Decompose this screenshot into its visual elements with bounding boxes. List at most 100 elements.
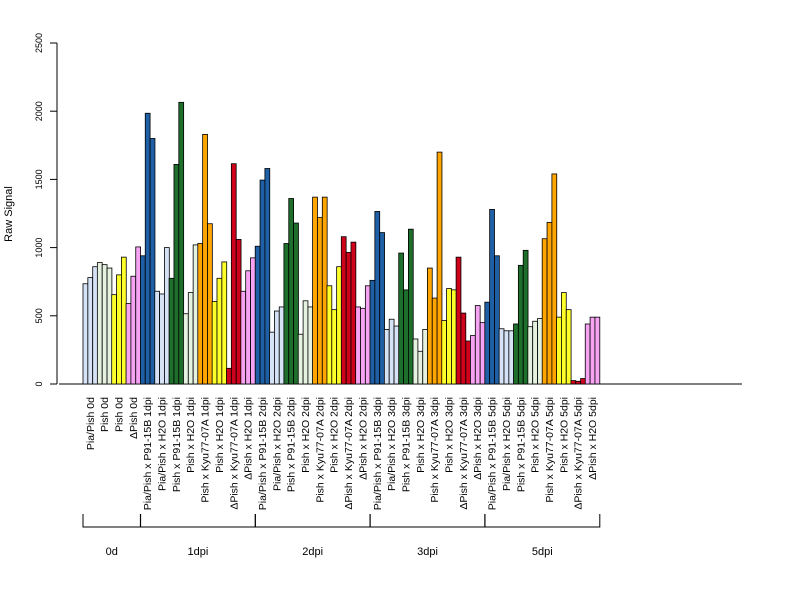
bar (594, 316, 601, 385)
bar (302, 300, 309, 385)
bar (383, 329, 390, 385)
bar (178, 101, 185, 385)
bar (403, 289, 409, 385)
bar (297, 333, 304, 385)
bar (484, 301, 491, 385)
bar (288, 198, 294, 385)
bar (446, 288, 452, 385)
bar (273, 310, 280, 385)
bar (431, 297, 438, 385)
category-label: Pish x Kyu77-07A 1dpi (200, 397, 212, 503)
bar (426, 267, 433, 385)
bar (489, 209, 495, 385)
bar (494, 255, 500, 385)
bar (398, 252, 404, 385)
bar (422, 329, 428, 385)
category-label: Pish x P91-15B 2dpi (286, 397, 298, 492)
category-label: Pish x H2O 3dpi (415, 397, 427, 473)
category-label: Pia/Pish x P91-15B 3dpi (372, 397, 384, 510)
bar (513, 323, 519, 385)
bar (216, 277, 223, 385)
category-label: Pish x H2O 5dpi (530, 397, 542, 473)
bar (455, 256, 462, 385)
y-axis: 0 500 1000 1500 2000 2500 (34, 33, 58, 387)
bar (441, 320, 447, 385)
bar (264, 168, 271, 385)
bar (168, 277, 175, 385)
bar (207, 223, 213, 385)
category-label: Pia/Pish x P91-15B 5dpi (487, 397, 499, 510)
bar (556, 316, 562, 385)
bar (226, 367, 232, 385)
y-tick-label: 500 (34, 308, 44, 323)
bar (87, 277, 94, 385)
bar (532, 320, 538, 385)
bar (474, 305, 481, 385)
y-tick-label: 2000 (34, 101, 44, 121)
bar (508, 330, 515, 385)
bar (517, 264, 524, 385)
category-label: ΔPish x Kyu77-07A 3dpi (458, 397, 470, 510)
bar (331, 309, 338, 385)
bar (111, 294, 117, 385)
bar (350, 241, 357, 385)
bar (192, 244, 199, 385)
bar (436, 151, 443, 385)
category-label: ΔPish x Kyu77-07A 1dpi (228, 397, 240, 510)
bar (498, 328, 505, 385)
bar (570, 380, 577, 385)
bar (82, 283, 89, 385)
category-label: Pia/Pish 0d (85, 397, 97, 450)
category-label: Pish x P91-15B 5dpi (515, 397, 527, 492)
category-label: Pia/Pish x H2O 1dpi (157, 397, 169, 491)
bar (379, 232, 385, 385)
group-bracket (139, 514, 256, 528)
bar (470, 335, 476, 385)
y-tick-label: 1000 (34, 238, 44, 258)
bar (130, 275, 137, 385)
bar (259, 179, 266, 385)
bar (561, 292, 567, 385)
category-label: Pish x H2O 5dpi (558, 397, 570, 473)
bar (417, 350, 424, 385)
group-label: 2dpi (302, 546, 323, 558)
group-label: 1dpi (188, 546, 209, 558)
bar (345, 251, 352, 385)
category-label: ΔPish x H2O 1dpi (243, 397, 255, 480)
group-bracket (82, 514, 142, 528)
bar (465, 340, 472, 385)
bar (541, 238, 548, 385)
bar (235, 239, 242, 385)
bar (369, 279, 376, 385)
category-label: ΔPish 0d (128, 397, 140, 439)
bar (584, 323, 591, 385)
category-label: Pia/Pish x H2O 2dpi (271, 397, 283, 491)
bar (412, 338, 419, 385)
group-bracket (254, 514, 371, 528)
bar (149, 138, 156, 385)
bar (360, 307, 366, 385)
category-label: Pia/Pish x P91-15B 1dpi (142, 397, 154, 510)
bar (575, 380, 581, 385)
group-bracket (369, 514, 486, 528)
category-label: ΔPish x H2O 5dpi (587, 397, 599, 480)
bar (312, 196, 318, 385)
bar (202, 133, 208, 385)
category-label: Pish x P91-15B 1dpi (171, 397, 183, 492)
bar (503, 330, 510, 385)
bar (317, 217, 323, 385)
bar (221, 261, 228, 385)
bar (307, 306, 314, 385)
bar (537, 318, 543, 385)
bar (407, 228, 414, 385)
bar (527, 326, 534, 385)
bar (460, 312, 467, 385)
bar (92, 266, 98, 385)
bar (211, 301, 218, 385)
bar (116, 274, 122, 385)
y-axis-title: Raw Signal (3, 186, 15, 242)
category-label: ΔPish x H2O 2dpi (357, 397, 369, 480)
category-label: Pia/Pish x H2O 3dpi (386, 397, 398, 491)
group-label: 5dpi (532, 546, 553, 558)
